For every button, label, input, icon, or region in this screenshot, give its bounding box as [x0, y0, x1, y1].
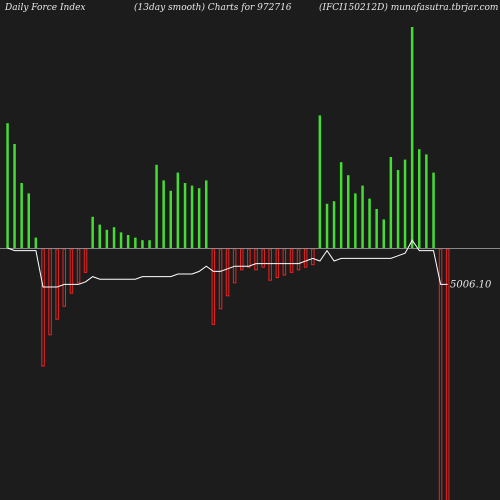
bars-layer — [6, 27, 450, 500]
force-bar — [13, 144, 16, 248]
force-bar — [83, 248, 88, 273]
force-bar — [169, 190, 172, 248]
force-bar — [347, 175, 350, 248]
force-bar — [425, 154, 428, 248]
force-bar — [375, 209, 378, 248]
chart-header-center: (13day smooth) Charts for 972716 — [134, 3, 292, 13]
force-bar — [225, 248, 230, 297]
force-bar — [55, 248, 59, 320]
force-bar — [445, 248, 450, 500]
force-bar — [62, 248, 66, 307]
force-bar — [76, 248, 81, 284]
force-bar — [148, 240, 151, 248]
last-value-label: 5006.10 — [450, 279, 492, 290]
force-bar — [126, 235, 130, 248]
force-bar — [311, 248, 315, 266]
force-bar — [318, 115, 322, 249]
force-bar — [190, 185, 194, 248]
force-bar — [91, 216, 94, 248]
force-bar — [183, 183, 187, 248]
force-bar — [211, 248, 216, 325]
force-bar — [254, 248, 258, 271]
force-bar — [303, 248, 308, 268]
force-bar — [20, 183, 23, 248]
force-bar — [382, 219, 385, 248]
force-bar — [218, 248, 223, 310]
force-bar — [325, 203, 329, 248]
force-bar — [162, 180, 165, 248]
force-bar — [112, 227, 116, 248]
force-bar — [339, 162, 343, 248]
force-bar — [268, 248, 272, 281]
force-bar — [432, 172, 435, 248]
force-bar — [205, 180, 208, 248]
force-bar — [289, 248, 294, 273]
force-bar — [438, 248, 443, 500]
force-bar — [105, 229, 109, 248]
force-bar — [34, 237, 38, 248]
force-bar — [6, 123, 9, 248]
force-bar — [389, 157, 393, 248]
force-bar — [197, 188, 201, 248]
force-bar — [354, 193, 357, 248]
force-bar — [368, 198, 371, 248]
force-bar — [98, 224, 101, 248]
force-bar — [261, 248, 265, 268]
force-bar — [119, 232, 123, 248]
force-bar — [296, 248, 301, 271]
force-bar — [41, 248, 45, 367]
force-bar — [332, 201, 336, 248]
force-bar — [48, 248, 52, 336]
force-bar — [141, 240, 144, 248]
force-bar — [69, 248, 74, 294]
force-bar — [361, 185, 364, 248]
force-bar — [418, 149, 421, 248]
smoothed-force-line — [7, 239, 448, 288]
force-bar — [247, 248, 251, 268]
force-bar — [396, 170, 400, 248]
force-bar — [155, 164, 158, 248]
chart-header-right: (IFCI150212D) munafasutra.tbrjar.com — [319, 3, 499, 13]
force-bar — [410, 27, 414, 248]
force-bar — [403, 159, 407, 248]
force-bar — [134, 237, 137, 248]
force-bar — [27, 193, 30, 248]
force-bar — [282, 248, 287, 276]
chart-header-left: Daily Force Index — [5, 3, 86, 13]
force-bar — [176, 172, 180, 248]
